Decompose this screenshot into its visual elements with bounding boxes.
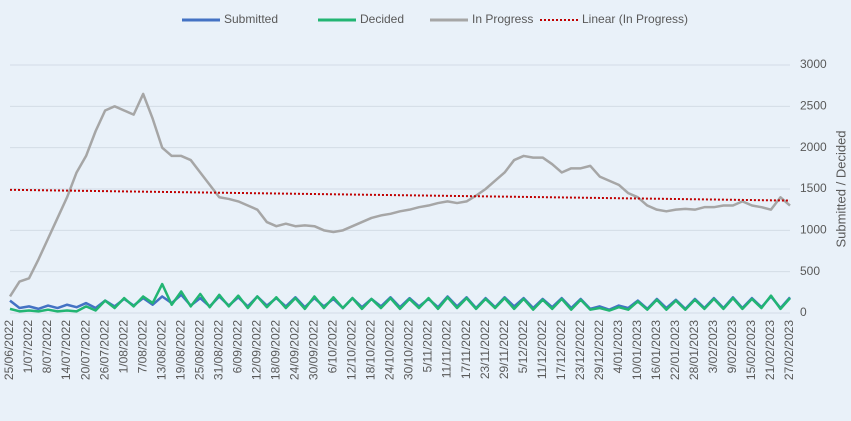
x-tick-label: 23/12/2022 bbox=[573, 320, 587, 380]
x-tick-label: 26/07/2022 bbox=[97, 320, 111, 380]
y-tick-label: 1000 bbox=[800, 223, 827, 237]
x-tick-label: 15/02/2023 bbox=[744, 320, 758, 380]
y-tick-label: 1500 bbox=[800, 181, 827, 195]
x-tick-label: 8/07/2022 bbox=[40, 320, 54, 374]
x-tick-label: 1/07/2022 bbox=[21, 320, 35, 374]
x-tick-label: 1/08/2022 bbox=[116, 320, 130, 374]
x-tick-label: 9/02/2023 bbox=[725, 320, 739, 374]
x-tick-label: 20/07/2022 bbox=[78, 320, 92, 380]
x-tick-label: 4/01/2023 bbox=[611, 320, 625, 374]
x-tick-label: 19/08/2022 bbox=[173, 320, 187, 380]
x-tick-label: 31/08/2022 bbox=[211, 320, 225, 380]
x-tick-label: 18/09/2022 bbox=[269, 320, 283, 380]
x-tick-label: 23/11/2022 bbox=[478, 320, 492, 379]
y-tick-label: 2000 bbox=[800, 140, 827, 154]
y-axis-label: Submitted / Decided bbox=[833, 130, 848, 247]
x-tick-label: 28/01/2023 bbox=[687, 320, 701, 380]
x-tick-label: 24/10/2022 bbox=[383, 320, 397, 380]
x-tick-label: 6/10/2022 bbox=[326, 320, 340, 374]
legend-label: Submitted bbox=[224, 12, 278, 26]
y-tick-label: 0 bbox=[800, 305, 807, 319]
x-tick-label: 11/12/2022 bbox=[535, 320, 549, 379]
x-tick-label: 21/02/2023 bbox=[763, 320, 777, 380]
series-line bbox=[9, 282, 791, 313]
x-tick-label: 5/12/2022 bbox=[516, 320, 530, 374]
x-tick-label: 16/01/2023 bbox=[649, 320, 663, 380]
x-tick-label: 30/10/2022 bbox=[402, 320, 416, 380]
y-tick-label: 3000 bbox=[800, 57, 827, 71]
x-tick-label: 7/08/2022 bbox=[135, 320, 149, 374]
x-tick-label: 12/09/2022 bbox=[249, 320, 263, 380]
x-tick-label: 25/08/2022 bbox=[192, 320, 206, 380]
x-tick-label: 17/12/2022 bbox=[554, 320, 568, 380]
legend-label: Decided bbox=[360, 12, 404, 26]
series-line bbox=[8, 92, 791, 298]
x-tick-label: 6/09/2022 bbox=[230, 320, 244, 374]
x-tick-label: 12/10/2022 bbox=[345, 320, 359, 380]
x-tick-label: 3/02/2023 bbox=[706, 320, 720, 374]
x-tick-label: 29/11/2022 bbox=[497, 320, 511, 379]
x-tick-label: 14/07/2022 bbox=[59, 320, 73, 380]
x-tick-label: 29/12/2022 bbox=[592, 320, 606, 380]
legend-label: Linear (In Progress) bbox=[582, 12, 688, 26]
x-tick-label: 18/10/2022 bbox=[364, 320, 378, 380]
x-tick-label: 13/08/2022 bbox=[154, 320, 168, 380]
x-tick-label: 30/09/2022 bbox=[307, 320, 321, 380]
legend-label: In Progress bbox=[472, 12, 533, 26]
x-tick-label: 17/11/2022 bbox=[459, 320, 473, 379]
x-tick-label: 24/09/2022 bbox=[288, 320, 302, 380]
x-tick-label: 11/11/2022 bbox=[440, 320, 454, 379]
y-tick-label: 2500 bbox=[800, 99, 827, 113]
x-tick-label: 10/01/2023 bbox=[630, 320, 644, 380]
x-tick-label: 5/11/2022 bbox=[421, 320, 435, 373]
y-tick-label: 500 bbox=[800, 264, 820, 278]
x-tick-label: 27/02/2023 bbox=[782, 320, 796, 380]
x-tick-label: 22/01/2023 bbox=[668, 320, 682, 380]
x-tick-label: 25/06/2022 bbox=[2, 320, 16, 380]
